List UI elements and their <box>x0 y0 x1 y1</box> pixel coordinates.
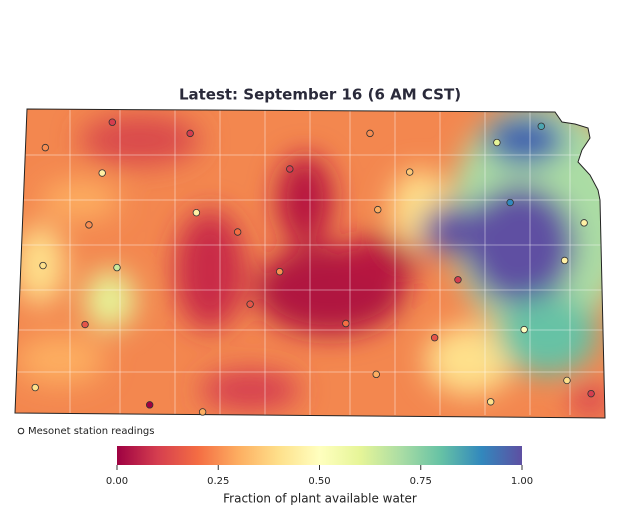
colorbar-tick-label: 0.75 <box>410 476 432 487</box>
state-outline <box>14 108 606 419</box>
colorbar-tick-label: 0.00 <box>106 476 128 487</box>
stations <box>31 118 595 416</box>
station <box>41 143 50 152</box>
station <box>113 263 121 272</box>
station <box>233 228 242 236</box>
station <box>563 376 571 385</box>
station <box>372 370 380 379</box>
legend-label: Mesonet station readings <box>28 426 154 437</box>
station <box>31 383 39 392</box>
raster <box>15 109 605 418</box>
station <box>486 398 495 406</box>
station <box>98 169 106 177</box>
station <box>275 267 284 276</box>
station <box>580 219 588 227</box>
legend-symbol <box>17 427 25 435</box>
station <box>587 389 595 398</box>
station <box>537 122 545 130</box>
station <box>374 205 382 214</box>
station <box>520 325 528 334</box>
colorbar-ticks: 0.00 0.25 0.50 0.75 1.00 <box>106 465 533 487</box>
colorbar-tick-label: 1.00 <box>511 476 533 487</box>
county-lines <box>15 110 605 415</box>
station <box>145 401 154 409</box>
station <box>406 168 414 176</box>
station <box>560 256 569 265</box>
colorbar-label: Fraction of plant available water <box>223 492 417 506</box>
station <box>286 165 294 173</box>
colorbar <box>117 446 522 465</box>
station <box>108 118 117 126</box>
map-title: Latest: September 16 (6 AM CST) <box>179 86 461 104</box>
station <box>198 408 207 416</box>
station <box>506 198 514 207</box>
station <box>493 138 501 147</box>
colorbar-tick-label: 0.25 <box>207 476 229 487</box>
station <box>192 208 201 217</box>
station <box>342 319 350 328</box>
station <box>246 300 254 308</box>
station <box>366 129 374 138</box>
station <box>85 221 93 229</box>
station <box>186 129 194 138</box>
station <box>430 334 439 342</box>
station <box>454 276 462 284</box>
colorbar-tick-label: 0.50 <box>308 476 330 487</box>
station <box>39 261 47 270</box>
station <box>81 320 89 329</box>
